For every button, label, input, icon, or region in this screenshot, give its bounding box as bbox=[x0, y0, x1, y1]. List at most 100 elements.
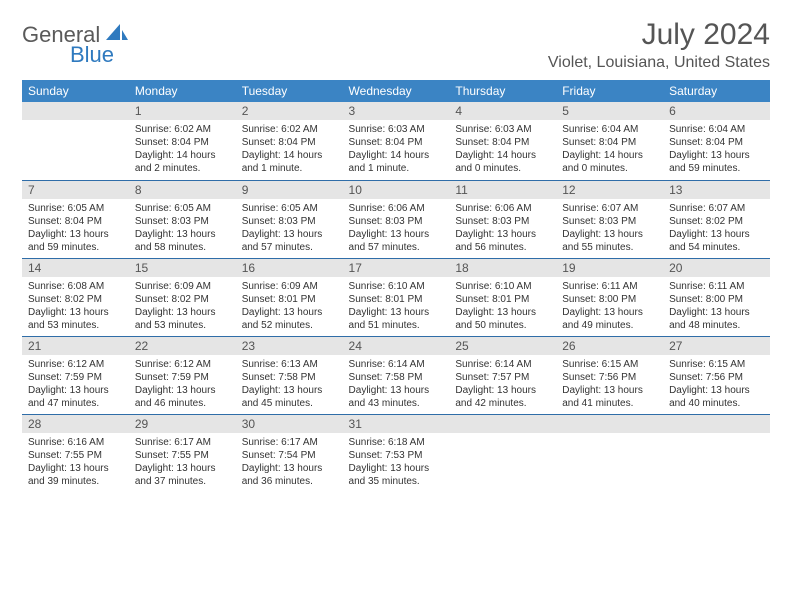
sunrise-text: Sunrise: 6:06 AM bbox=[455, 202, 550, 215]
calendar-cell bbox=[22, 102, 129, 180]
day-number bbox=[663, 415, 770, 433]
cell-body: Sunrise: 6:03 AMSunset: 8:04 PMDaylight:… bbox=[449, 120, 556, 179]
cell-body: Sunrise: 6:16 AMSunset: 7:55 PMDaylight:… bbox=[22, 433, 129, 492]
daylight-text: Daylight: 14 hours and 0 minutes. bbox=[455, 149, 550, 175]
cell-body: Sunrise: 6:06 AMSunset: 8:03 PMDaylight:… bbox=[343, 199, 450, 258]
sunrise-text: Sunrise: 6:10 AM bbox=[455, 280, 550, 293]
daylight-text: Daylight: 13 hours and 36 minutes. bbox=[242, 462, 337, 488]
day-number: 23 bbox=[236, 337, 343, 355]
day-header: Wednesday bbox=[343, 80, 450, 102]
cell-body: Sunrise: 6:04 AMSunset: 8:04 PMDaylight:… bbox=[556, 120, 663, 179]
sunrise-text: Sunrise: 6:03 AM bbox=[349, 123, 444, 136]
calendar-row: 7Sunrise: 6:05 AMSunset: 8:04 PMDaylight… bbox=[22, 180, 770, 258]
calendar-cell: 22Sunrise: 6:12 AMSunset: 7:59 PMDayligh… bbox=[129, 336, 236, 414]
day-number: 27 bbox=[663, 337, 770, 355]
calendar-cell: 26Sunrise: 6:15 AMSunset: 7:56 PMDayligh… bbox=[556, 336, 663, 414]
sunset-text: Sunset: 7:59 PM bbox=[135, 371, 230, 384]
daylight-text: Daylight: 13 hours and 50 minutes. bbox=[455, 306, 550, 332]
day-number bbox=[22, 102, 129, 120]
daylight-text: Daylight: 13 hours and 39 minutes. bbox=[28, 462, 123, 488]
sunrise-text: Sunrise: 6:11 AM bbox=[669, 280, 764, 293]
sunset-text: Sunset: 8:03 PM bbox=[349, 215, 444, 228]
sunset-text: Sunset: 8:02 PM bbox=[669, 215, 764, 228]
calendar-cell: 1Sunrise: 6:02 AMSunset: 8:04 PMDaylight… bbox=[129, 102, 236, 180]
sunset-text: Sunset: 8:03 PM bbox=[242, 215, 337, 228]
day-number: 19 bbox=[556, 259, 663, 277]
calendar-cell bbox=[449, 414, 556, 492]
sunset-text: Sunset: 8:04 PM bbox=[349, 136, 444, 149]
calendar-cell: 15Sunrise: 6:09 AMSunset: 8:02 PMDayligh… bbox=[129, 258, 236, 336]
calendar-cell: 6Sunrise: 6:04 AMSunset: 8:04 PMDaylight… bbox=[663, 102, 770, 180]
daylight-text: Daylight: 13 hours and 43 minutes. bbox=[349, 384, 444, 410]
calendar-cell: 21Sunrise: 6:12 AMSunset: 7:59 PMDayligh… bbox=[22, 336, 129, 414]
day-header: Monday bbox=[129, 80, 236, 102]
cell-body: Sunrise: 6:10 AMSunset: 8:01 PMDaylight:… bbox=[449, 277, 556, 336]
calendar-cell: 25Sunrise: 6:14 AMSunset: 7:57 PMDayligh… bbox=[449, 336, 556, 414]
calendar-cell: 4Sunrise: 6:03 AMSunset: 8:04 PMDaylight… bbox=[449, 102, 556, 180]
day-number: 3 bbox=[343, 102, 450, 120]
day-number bbox=[449, 415, 556, 433]
daylight-text: Daylight: 13 hours and 47 minutes. bbox=[28, 384, 123, 410]
calendar-cell: 9Sunrise: 6:05 AMSunset: 8:03 PMDaylight… bbox=[236, 180, 343, 258]
cell-body: Sunrise: 6:12 AMSunset: 7:59 PMDaylight:… bbox=[22, 355, 129, 414]
cell-body: Sunrise: 6:07 AMSunset: 8:02 PMDaylight:… bbox=[663, 199, 770, 258]
sunrise-text: Sunrise: 6:17 AM bbox=[135, 436, 230, 449]
header: General Blue July 2024 Violet, Louisiana… bbox=[22, 18, 770, 72]
day-number: 8 bbox=[129, 181, 236, 199]
sunrise-text: Sunrise: 6:18 AM bbox=[349, 436, 444, 449]
sunset-text: Sunset: 8:04 PM bbox=[28, 215, 123, 228]
sunset-text: Sunset: 8:02 PM bbox=[28, 293, 123, 306]
sunrise-text: Sunrise: 6:10 AM bbox=[349, 280, 444, 293]
sunset-text: Sunset: 8:04 PM bbox=[669, 136, 764, 149]
sunset-text: Sunset: 8:04 PM bbox=[455, 136, 550, 149]
calendar-cell: 2Sunrise: 6:02 AMSunset: 8:04 PMDaylight… bbox=[236, 102, 343, 180]
calendar-cell: 29Sunrise: 6:17 AMSunset: 7:55 PMDayligh… bbox=[129, 414, 236, 492]
cell-body: Sunrise: 6:04 AMSunset: 8:04 PMDaylight:… bbox=[663, 120, 770, 179]
cell-body: Sunrise: 6:15 AMSunset: 7:56 PMDaylight:… bbox=[556, 355, 663, 414]
sunrise-text: Sunrise: 6:15 AM bbox=[562, 358, 657, 371]
calendar-cell: 30Sunrise: 6:17 AMSunset: 7:54 PMDayligh… bbox=[236, 414, 343, 492]
sunset-text: Sunset: 7:55 PM bbox=[28, 449, 123, 462]
sunrise-text: Sunrise: 6:05 AM bbox=[135, 202, 230, 215]
calendar-cell bbox=[663, 414, 770, 492]
day-number: 29 bbox=[129, 415, 236, 433]
sunrise-text: Sunrise: 6:12 AM bbox=[135, 358, 230, 371]
calendar-cell: 12Sunrise: 6:07 AMSunset: 8:03 PMDayligh… bbox=[556, 180, 663, 258]
sunrise-text: Sunrise: 6:04 AM bbox=[562, 123, 657, 136]
sunrise-text: Sunrise: 6:11 AM bbox=[562, 280, 657, 293]
cell-body: Sunrise: 6:11 AMSunset: 8:00 PMDaylight:… bbox=[556, 277, 663, 336]
calendar-cell: 16Sunrise: 6:09 AMSunset: 8:01 PMDayligh… bbox=[236, 258, 343, 336]
sunset-text: Sunset: 8:00 PM bbox=[669, 293, 764, 306]
cell-body: Sunrise: 6:09 AMSunset: 8:01 PMDaylight:… bbox=[236, 277, 343, 336]
sunrise-text: Sunrise: 6:02 AM bbox=[242, 123, 337, 136]
daylight-text: Daylight: 13 hours and 45 minutes. bbox=[242, 384, 337, 410]
daylight-text: Daylight: 13 hours and 49 minutes. bbox=[562, 306, 657, 332]
daylight-text: Daylight: 13 hours and 46 minutes. bbox=[135, 384, 230, 410]
calendar-cell: 27Sunrise: 6:15 AMSunset: 7:56 PMDayligh… bbox=[663, 336, 770, 414]
day-number: 9 bbox=[236, 181, 343, 199]
cell-body: Sunrise: 6:14 AMSunset: 7:58 PMDaylight:… bbox=[343, 355, 450, 414]
sunrise-text: Sunrise: 6:07 AM bbox=[669, 202, 764, 215]
day-header: Friday bbox=[556, 80, 663, 102]
cell-body: Sunrise: 6:15 AMSunset: 7:56 PMDaylight:… bbox=[663, 355, 770, 414]
sunrise-text: Sunrise: 6:04 AM bbox=[669, 123, 764, 136]
sunrise-text: Sunrise: 6:09 AM bbox=[135, 280, 230, 293]
daylight-text: Daylight: 13 hours and 56 minutes. bbox=[455, 228, 550, 254]
day-header: Tuesday bbox=[236, 80, 343, 102]
sunset-text: Sunset: 8:02 PM bbox=[135, 293, 230, 306]
calendar-row: 14Sunrise: 6:08 AMSunset: 8:02 PMDayligh… bbox=[22, 258, 770, 336]
day-number: 14 bbox=[22, 259, 129, 277]
day-number: 11 bbox=[449, 181, 556, 199]
calendar-cell: 11 Sunrise: 6:06 AMSunset: 8:03 PMDayligh… bbox=[449, 180, 556, 258]
daylight-text: Daylight: 13 hours and 52 minutes. bbox=[242, 306, 337, 332]
calendar-table: SundayMondayTuesdayWednesdayThursdayFrid… bbox=[22, 80, 770, 492]
day-number: 31 bbox=[343, 415, 450, 433]
cell-body: Sunrise: 6:11 AMSunset: 8:00 PMDaylight:… bbox=[663, 277, 770, 336]
sunset-text: Sunset: 8:03 PM bbox=[455, 215, 550, 228]
daylight-text: Daylight: 13 hours and 40 minutes. bbox=[669, 384, 764, 410]
cell-body: Sunrise: 6:02 AMSunset: 8:04 PMDaylight:… bbox=[129, 120, 236, 179]
sunrise-text: Sunrise: 6:06 AM bbox=[349, 202, 444, 215]
title-block: July 2024 Violet, Louisiana, United Stat… bbox=[548, 18, 770, 72]
daylight-text: Daylight: 13 hours and 53 minutes. bbox=[28, 306, 123, 332]
calendar-cell: 17Sunrise: 6:10 AMSunset: 8:01 PMDayligh… bbox=[343, 258, 450, 336]
